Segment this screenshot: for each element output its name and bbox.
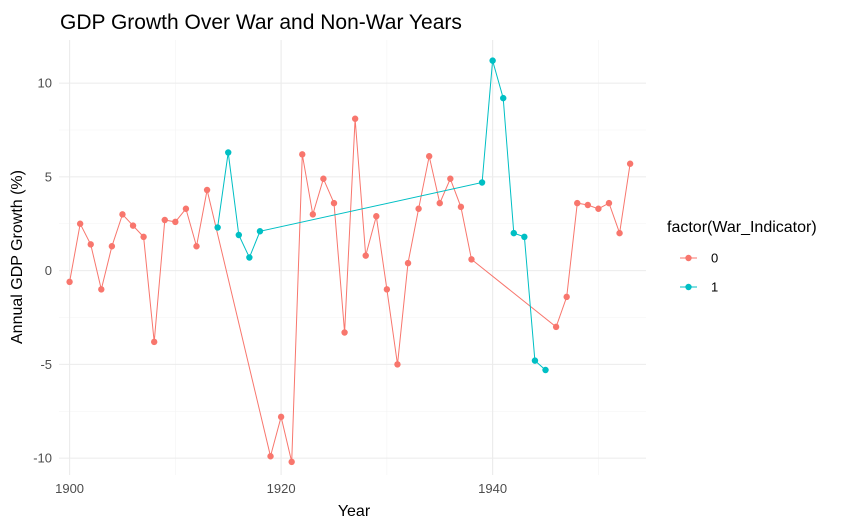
data-point	[341, 329, 348, 336]
legend-item-0: 0	[680, 251, 718, 266]
data-point	[436, 199, 443, 207]
legend-label: 0	[711, 251, 718, 266]
data-point	[531, 357, 539, 364]
data-point	[98, 286, 105, 293]
data-point	[225, 149, 232, 156]
data-point	[235, 231, 243, 239]
data-point	[330, 199, 338, 207]
x-axis-title: Year	[338, 503, 371, 520]
data-point	[309, 211, 317, 218]
data-point	[66, 278, 73, 286]
data-point	[256, 228, 264, 235]
data-point	[119, 211, 126, 218]
data-point	[605, 199, 613, 207]
x-tick-label: 1940	[478, 481, 507, 496]
data-point	[267, 453, 274, 460]
data-point	[425, 153, 433, 160]
series-1	[214, 57, 549, 374]
data-point	[394, 361, 401, 368]
data-point	[478, 179, 486, 186]
legend: factor(War_Indicator) 01	[667, 219, 817, 295]
y-tick-label: 5	[45, 169, 52, 184]
data-point	[214, 224, 221, 231]
data-point	[521, 233, 528, 241]
data-point	[129, 222, 137, 229]
axis-ticks: 1900 1920 1940 -10 -5 0 5 10	[33, 76, 507, 496]
data-point	[563, 293, 570, 301]
data-point	[140, 233, 147, 241]
data-point	[616, 229, 623, 237]
data-point	[457, 203, 465, 211]
legend-item-1: 1	[680, 280, 718, 295]
data-point	[288, 458, 295, 466]
data-point	[108, 243, 116, 250]
legend-key-point	[685, 254, 692, 262]
y-tick-label: -10	[33, 451, 52, 466]
data-point	[351, 115, 359, 122]
data-point	[468, 256, 475, 263]
data-point	[161, 216, 168, 224]
data-point	[404, 259, 412, 267]
data-point	[510, 229, 517, 237]
data-point	[150, 338, 158, 346]
data-point	[299, 151, 306, 158]
data-point	[246, 254, 253, 261]
data-point	[584, 201, 592, 209]
data-point	[542, 366, 549, 374]
series-layer	[66, 57, 634, 466]
x-tick-label: 1900	[55, 481, 84, 496]
grid	[59, 40, 646, 475]
series-0	[66, 115, 634, 466]
data-point	[383, 286, 391, 293]
data-point	[447, 175, 454, 182]
data-point	[193, 243, 200, 250]
data-point	[203, 186, 211, 194]
y-tick-label: 10	[38, 76, 52, 91]
y-tick-label: 0	[45, 263, 52, 278]
legend-key-point	[685, 283, 692, 291]
data-point	[172, 218, 179, 226]
data-point	[574, 199, 581, 207]
data-point	[362, 252, 369, 259]
y-tick-label: -5	[40, 357, 52, 372]
y-axis-title: Annual GDP Growth (%)	[9, 170, 26, 344]
legend-title: factor(War_Indicator)	[667, 219, 817, 236]
data-point	[277, 413, 285, 421]
legend-label: 1	[711, 280, 718, 295]
chart-title: GDP Growth Over War and Non-War Years	[60, 11, 462, 34]
data-point	[595, 205, 602, 212]
x-tick-label: 1920	[267, 481, 296, 496]
data-point	[87, 241, 94, 248]
data-point	[320, 175, 327, 182]
legend-items: 01	[680, 251, 718, 295]
series-line	[217, 60, 546, 371]
data-point	[500, 94, 507, 102]
data-point	[489, 57, 496, 64]
data-point	[76, 220, 84, 227]
data-point	[182, 205, 190, 212]
data-point	[415, 205, 422, 212]
data-point	[626, 160, 634, 167]
data-point	[373, 213, 380, 220]
data-point	[552, 323, 560, 331]
series-line	[69, 118, 631, 463]
